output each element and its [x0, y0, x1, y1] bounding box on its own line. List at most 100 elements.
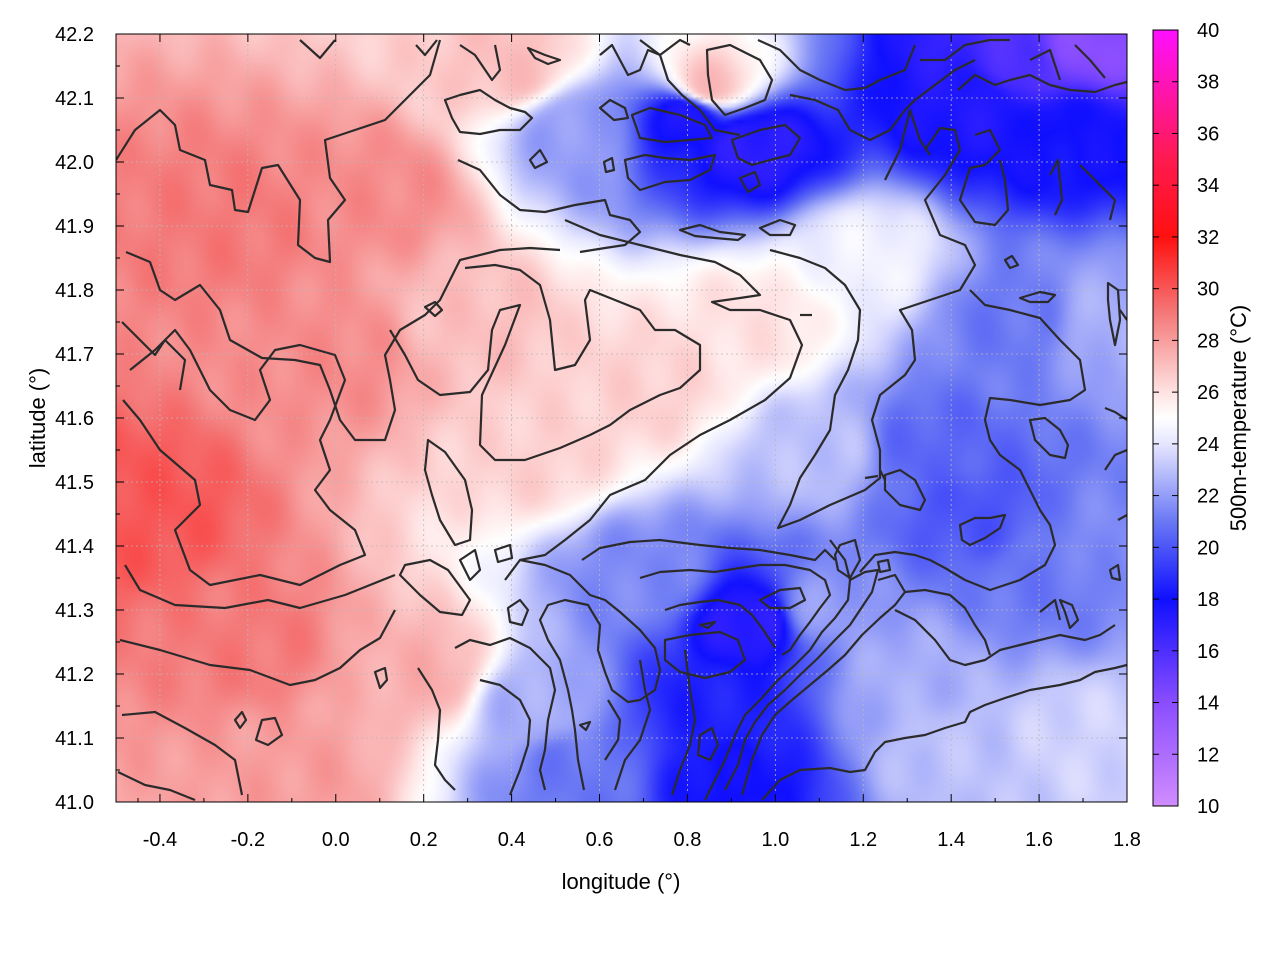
contour-line — [740, 573, 907, 796]
y-tick-label: 42.1 — [55, 88, 94, 110]
x-tick-label: 0.0 — [322, 829, 350, 851]
contour-line — [254, 716, 284, 747]
contour-line — [124, 564, 396, 610]
contour-line — [526, 46, 562, 66]
colorbar-tick-label: 16 — [1197, 641, 1219, 663]
contour-line — [233, 710, 248, 730]
contour-line — [1104, 406, 1127, 421]
contour-line — [698, 620, 717, 630]
x-tick-label: 1.4 — [937, 829, 965, 851]
contour-line — [1028, 416, 1070, 460]
colorbar-tick-label: 10 — [1197, 796, 1219, 818]
contour-line — [493, 543, 514, 564]
contour-line — [389, 263, 702, 462]
contour-line — [1074, 44, 1106, 79]
plot-area — [115, 33, 1128, 803]
x-tick-label: -0.2 — [231, 829, 265, 851]
y-tick-label: 41.2 — [55, 664, 94, 686]
contour-line — [639, 38, 691, 57]
contour-line — [581, 538, 836, 562]
x-tick-label: 1.6 — [1025, 829, 1053, 851]
contour-line — [879, 469, 886, 481]
colorbar-tick-label: 40 — [1197, 20, 1219, 42]
colorbar-tick-labels: 10 12 14 16 18 20 22 24 26 28 30 32 34 36 38 40 — [1197, 20, 1219, 818]
contour-line — [758, 218, 797, 237]
colorbar-tick-label: 34 — [1197, 175, 1219, 197]
x-tick-label: 1.2 — [849, 829, 877, 851]
contour-line — [670, 649, 697, 796]
y-tick-label: 41.5 — [55, 472, 94, 494]
y-tick-label: 41.6 — [55, 408, 94, 430]
contour-line — [423, 438, 474, 547]
y-tick-label: 41.8 — [55, 280, 94, 302]
x-tick-label: 1.0 — [761, 829, 789, 851]
y-tick-labels: 41.0 41.1 41.2 41.3 41.4 41.5 41.6 41.7 41.8 41.9… — [55, 24, 94, 814]
x-tick-label: 0.4 — [498, 829, 526, 851]
contour-line — [904, 588, 992, 656]
contour-line — [623, 153, 717, 192]
contour-line — [121, 321, 187, 391]
x-tick-label: 0.2 — [410, 829, 438, 851]
contour-line — [458, 548, 482, 582]
colorbar-tick-label: 28 — [1197, 330, 1219, 352]
contour-line — [459, 44, 502, 82]
contour-line — [519, 558, 662, 791]
contour-line — [769, 126, 977, 530]
y-tick-label: 41.4 — [55, 536, 94, 558]
contour-line — [1058, 598, 1080, 630]
y-tick-label: 42.2 — [55, 24, 94, 46]
y-tick-label: 41.9 — [55, 216, 94, 238]
colorbar-tick-marks — [1153, 29, 1178, 807]
contour-line — [958, 128, 1010, 227]
contour-line — [1029, 48, 1062, 81]
contour-line — [724, 568, 880, 791]
contour-line — [876, 558, 892, 574]
contour-line — [528, 148, 549, 170]
colorbar-tick-label: 20 — [1197, 537, 1219, 559]
contour-line — [738, 170, 762, 194]
y-tick-label: 41.1 — [55, 728, 94, 750]
colorbar-tick-label: 36 — [1197, 123, 1219, 145]
contour-line — [299, 39, 336, 60]
x-tick-label: 0.6 — [586, 829, 614, 851]
contour-line — [1106, 281, 1122, 347]
contour-line — [761, 663, 1127, 801]
contour-line — [454, 636, 557, 791]
x-axis-label: longitude (°) — [562, 869, 681, 894]
contour-line — [894, 609, 1116, 667]
contour-line — [864, 474, 879, 480]
contour-line — [884, 108, 931, 181]
contour-line — [1049, 158, 1064, 216]
contour-line — [705, 43, 774, 117]
contour-line — [1018, 290, 1057, 304]
y-tick-label: 41.3 — [55, 600, 94, 622]
contour-line — [639, 563, 832, 656]
contour-line — [1003, 254, 1020, 270]
contour-line — [920, 38, 1010, 62]
contour-line — [1079, 164, 1117, 221]
colorbar-tick-label: 30 — [1197, 279, 1219, 301]
contour-line — [504, 218, 804, 581]
colorbar-tick-label: 14 — [1197, 693, 1219, 715]
contour-line — [116, 39, 442, 264]
colorbar-tick-label: 18 — [1197, 589, 1219, 611]
x-tick-label: 0.8 — [674, 829, 702, 851]
contour-line — [417, 667, 456, 791]
contour-line — [664, 598, 776, 649]
colorbar-tick-label: 26 — [1197, 382, 1219, 404]
contour-line — [613, 659, 652, 791]
contour-line — [704, 539, 852, 801]
y-axis-label: latitude (°) — [25, 368, 50, 469]
contour-line — [883, 468, 927, 512]
x-tick-label: 1.8 — [1113, 829, 1141, 851]
x-tick-labels: -0.4 -0.2 0.0 0.2 0.4 0.6 0.8 1.0 1.2 1.4 1.6 1.8 — [143, 829, 1141, 851]
contour-line — [758, 586, 807, 610]
contour-line — [730, 123, 802, 167]
contour-line — [122, 328, 367, 587]
contour-line — [1039, 598, 1062, 621]
contour-line — [578, 720, 592, 732]
x-tick-marks — [137, 34, 1128, 802]
contour-line — [423, 300, 444, 318]
contour-line — [506, 598, 530, 627]
